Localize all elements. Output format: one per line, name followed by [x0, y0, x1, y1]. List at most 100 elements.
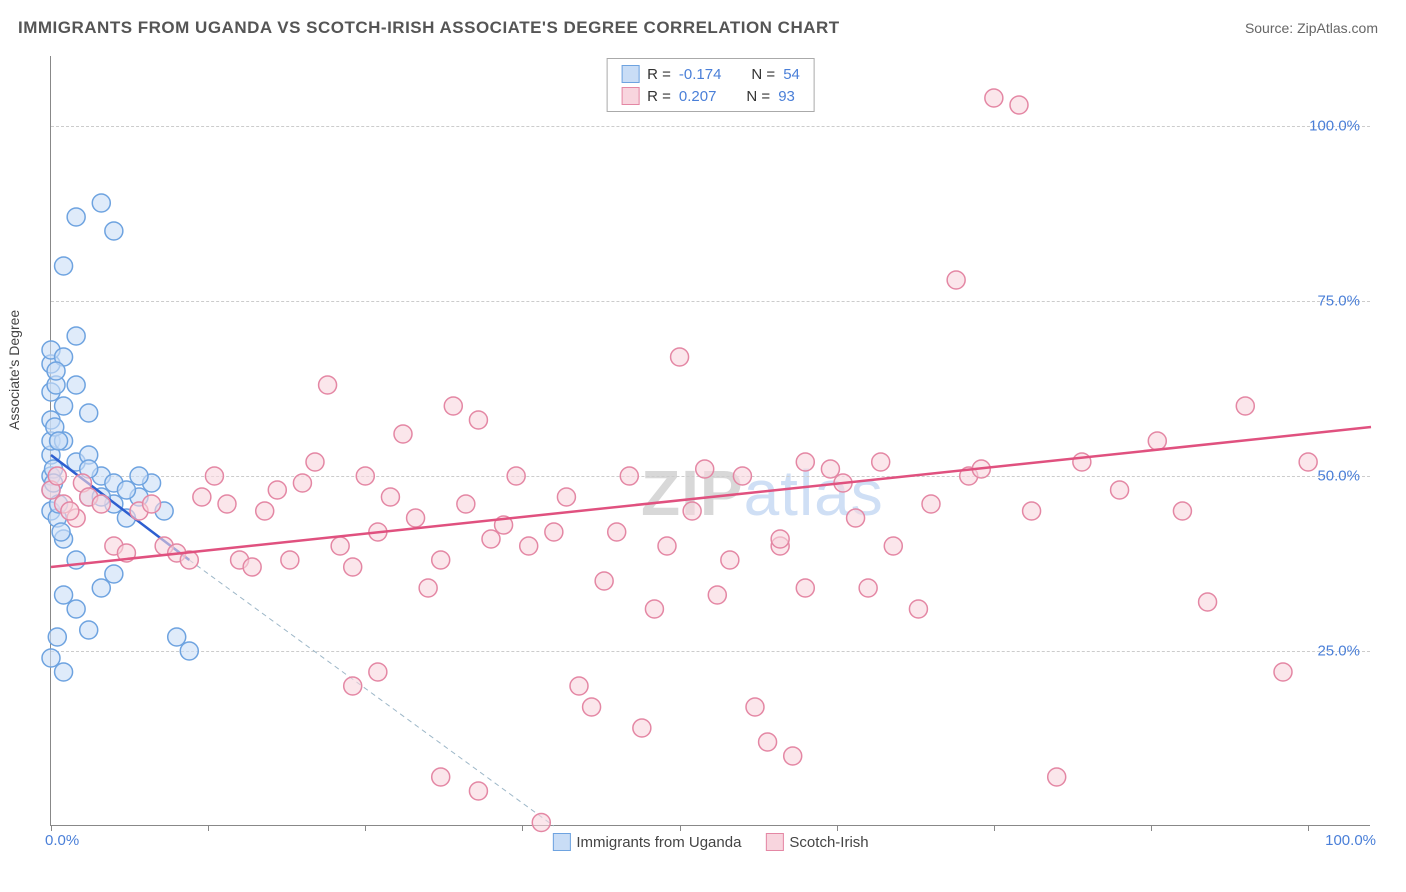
data-point: [205, 467, 223, 485]
data-point: [721, 551, 739, 569]
data-point: [620, 467, 638, 485]
regression-extension: [189, 560, 554, 826]
data-point: [658, 537, 676, 555]
r-label: R =: [647, 88, 671, 105]
data-point: [50, 432, 68, 450]
data-point: [47, 362, 65, 380]
data-point: [746, 698, 764, 716]
legend-stat-row: R = -0.174 N = 54: [621, 63, 800, 85]
legend-swatch: [765, 833, 783, 851]
data-point: [796, 453, 814, 471]
data-point: [180, 642, 198, 660]
data-point: [52, 523, 70, 541]
data-point: [1199, 593, 1217, 611]
data-point: [645, 600, 663, 618]
correlation-legend: R = -0.174 N = 54 R = 0.207N = 93: [606, 58, 815, 112]
x-tick-mark: [208, 825, 209, 831]
data-point: [708, 586, 726, 604]
data-point: [55, 397, 73, 415]
data-point: [1073, 453, 1091, 471]
data-point: [293, 474, 311, 492]
x-tick-mark: [994, 825, 995, 831]
data-point: [331, 537, 349, 555]
data-point: [67, 551, 85, 569]
data-point: [193, 488, 211, 506]
data-point: [557, 488, 575, 506]
data-point: [859, 579, 877, 597]
data-point: [344, 677, 362, 695]
data-point: [796, 579, 814, 597]
data-point: [168, 628, 186, 646]
data-point: [784, 747, 802, 765]
data-point: [884, 537, 902, 555]
data-point: [1048, 768, 1066, 786]
data-point: [67, 327, 85, 345]
data-point: [67, 376, 85, 394]
data-point: [55, 586, 73, 604]
data-point: [947, 271, 965, 289]
data-point: [759, 733, 777, 751]
data-point: [583, 698, 601, 716]
n-value: 93: [778, 88, 795, 105]
data-point: [633, 719, 651, 737]
data-point: [117, 481, 135, 499]
r-label: R =: [647, 66, 671, 83]
r-value: -0.174: [679, 66, 722, 83]
data-point: [61, 502, 79, 520]
source-attribution: Source: ZipAtlas.com: [1245, 20, 1378, 36]
data-point: [532, 814, 550, 832]
r-value: 0.207: [679, 88, 717, 105]
y-axis-label: Associate's Degree: [6, 310, 22, 430]
data-point: [771, 530, 789, 548]
data-point: [268, 481, 286, 499]
data-point: [67, 208, 85, 226]
x-axis-min-label: 0.0%: [45, 832, 79, 849]
data-point: [821, 460, 839, 478]
data-point: [306, 453, 324, 471]
data-point: [482, 530, 500, 548]
data-point: [444, 397, 462, 415]
legend-series-name: Immigrants from Uganda: [576, 834, 741, 851]
data-point: [595, 572, 613, 590]
legend-swatch: [621, 87, 639, 105]
data-point: [55, 257, 73, 275]
data-point: [42, 649, 60, 667]
data-point: [1148, 432, 1166, 450]
data-point: [432, 551, 450, 569]
data-point: [1111, 481, 1129, 499]
data-point: [67, 600, 85, 618]
data-point: [369, 663, 387, 681]
legend-series-item: Immigrants from Uganda: [552, 833, 741, 851]
data-point: [909, 600, 927, 618]
data-point: [570, 677, 588, 695]
chart-title: IMMIGRANTS FROM UGANDA VS SCOTCH-IRISH A…: [18, 18, 840, 38]
scatter-plot-svg: [51, 56, 1370, 825]
x-tick-mark: [680, 825, 681, 831]
data-point: [457, 495, 475, 513]
data-point: [218, 495, 236, 513]
n-value: 54: [783, 66, 800, 83]
data-point: [733, 467, 751, 485]
data-point: [847, 509, 865, 527]
data-point: [256, 502, 274, 520]
data-point: [319, 376, 337, 394]
data-point: [92, 579, 110, 597]
data-point: [381, 488, 399, 506]
x-tick-mark: [1308, 825, 1309, 831]
x-axis-max-label: 100.0%: [1325, 832, 1376, 849]
data-point: [1236, 397, 1254, 415]
data-point: [1173, 502, 1191, 520]
data-point: [130, 467, 148, 485]
data-point: [671, 348, 689, 366]
legend-swatch: [621, 65, 639, 83]
n-label: N =: [751, 66, 775, 83]
legend-stat-row: R = 0.207N = 93: [621, 85, 800, 107]
data-point: [356, 467, 374, 485]
x-tick-mark: [522, 825, 523, 831]
data-point: [696, 460, 714, 478]
data-point: [545, 523, 563, 541]
data-point: [520, 537, 538, 555]
chart-plot-area: ZIPatlas 25.0%50.0%75.0%100.0% 0.0% 100.…: [50, 56, 1370, 826]
legend-series-item: Scotch-Irish: [765, 833, 868, 851]
data-point: [872, 453, 890, 471]
